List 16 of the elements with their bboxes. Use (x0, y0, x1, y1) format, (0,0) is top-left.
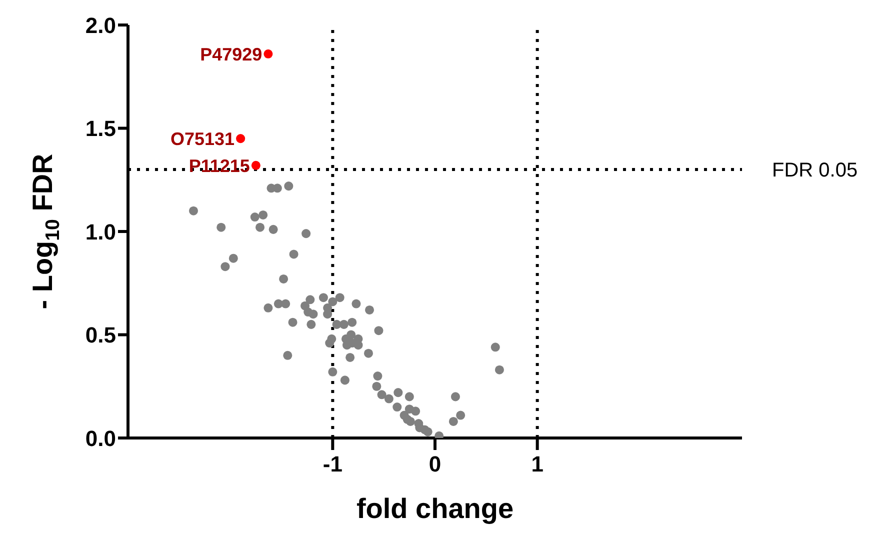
x-tick-label: 1 (531, 452, 544, 477)
point (264, 49, 273, 58)
x-tick-label: 0 (428, 452, 442, 477)
annotation: O75131 (170, 128, 235, 149)
y-tick-label: 1.0 (85, 219, 116, 244)
annotation: P11215 (188, 156, 250, 176)
x-tick-label: -1 (322, 452, 342, 477)
annotation: P47929 (200, 44, 262, 64)
ref-line-label: FDR 0.05 (772, 160, 858, 182)
point (251, 160, 260, 170)
y-tick-label: 0.5 (85, 322, 116, 348)
x-axis-title: fold change (356, 493, 514, 524)
y-tick-label: 2.0 (85, 12, 116, 38)
y-tick-label: 0.0 (85, 426, 116, 451)
point (236, 134, 246, 144)
y-tick-label: 1.5 (85, 116, 116, 142)
